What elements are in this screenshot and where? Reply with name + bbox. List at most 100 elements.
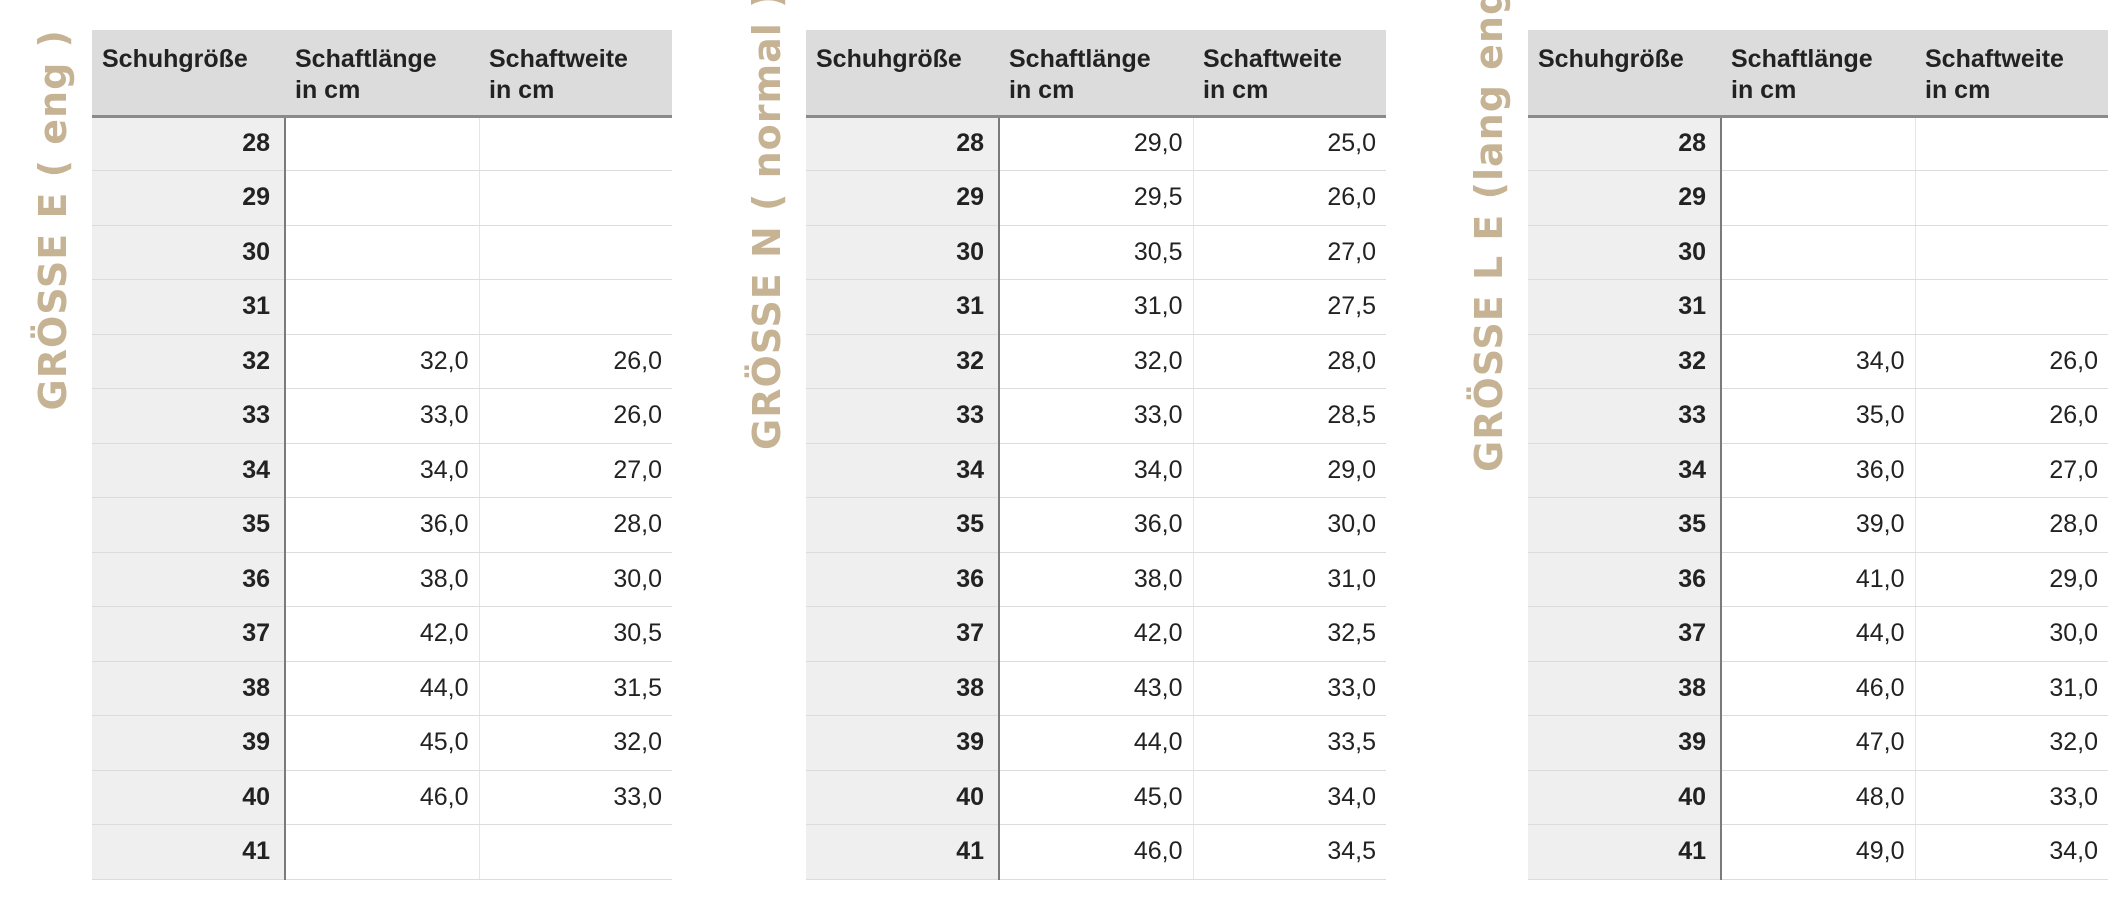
shaft-width-cell: 26,0 [479,388,672,444]
shaft-length-cell: 32,0 [285,334,480,389]
shaft-length-cell [1721,116,1916,171]
shaft-length-cell: 32,0 [999,334,1194,389]
table-row: 37 42,0 30,5 [92,606,672,662]
shaft-width-cell: 29,0 [1193,443,1386,498]
shoe-size-cell: 35 [92,497,286,553]
shaft-length-cell: 36,0 [1721,443,1916,498]
shoe-size-cell: 29 [92,170,286,226]
header-shaft-length: Schaftlänge in cm [1721,30,1915,118]
shaft-length-cell: 41,0 [1721,552,1916,607]
shoe-size-cell: 28 [806,116,1000,171]
shoe-size-cell: 36 [1528,552,1722,607]
shaft-length-cell: 45,0 [999,770,1194,825]
shaft-length-cell: 49,0 [1721,824,1916,880]
shaft-width-cell: 33,0 [1193,661,1386,716]
table-row: 33 33,0 26,0 [92,388,672,444]
shaft-width-cell: 27,0 [479,443,672,498]
shaft-width-cell: 31,0 [1915,661,2108,716]
table-row: 40 46,0 33,0 [92,770,672,825]
size-category-label-e: GRÖSSE E ( eng ) [31,29,75,411]
shaft-length-cell: 29,5 [999,170,1194,226]
header-row: Schuhgröße Schaftlänge in cm Schaftweite… [92,30,672,118]
shaft-length-cell: 46,0 [285,770,480,825]
table-row: 29 [92,170,672,226]
shaft-length-cell: 42,0 [999,606,1194,662]
shaft-width-cell: 27,0 [1193,225,1386,280]
shaft-length-cell [285,824,480,880]
shoe-size-cell: 30 [1528,225,1722,280]
shoe-size-cell: 37 [1528,606,1722,662]
shoe-size-cell: 38 [806,661,1000,716]
shaft-width-cell [1915,170,2108,226]
shoe-size-cell: 40 [1528,770,1722,825]
shaft-length-cell: 30,5 [999,225,1194,280]
shaft-width-cell [1915,279,2108,335]
table-row: 34 36,0 27,0 [1528,443,2108,498]
table-row: 35 36,0 28,0 [92,497,672,553]
shaft-length-cell: 39,0 [1721,497,1916,553]
shaft-length-cell [285,116,480,171]
size-table-le: Schuhgröße Schaftlänge in cm Schaftweite… [1528,30,2108,880]
shaft-width-cell: 31,0 [1193,552,1386,607]
shoe-size-cell: 35 [1528,497,1722,553]
header-shaft-length: Schaftlänge in cm [285,30,479,118]
table-row: 32 34,0 26,0 [1528,334,2108,389]
table-row: 36 41,0 29,0 [1528,552,2108,607]
table-row: 32 32,0 28,0 [806,334,1386,389]
shaft-width-cell: 30,0 [479,552,672,607]
table-row: 38 43,0 33,0 [806,661,1386,716]
shoe-size-cell: 34 [1528,443,1722,498]
shaft-width-cell: 33,0 [1915,770,2108,825]
table-row: 34 34,0 27,0 [92,443,672,498]
header-row: Schuhgröße Schaftlänge in cm Schaftweite… [1528,30,2108,118]
shoe-size-cell: 35 [806,497,1000,553]
table-row: 28 29,0 25,0 [806,116,1386,171]
shoe-size-cell: 31 [92,279,286,335]
shaft-width-cell [479,170,672,226]
table-row: 39 47,0 32,0 [1528,715,2108,771]
shaft-width-cell: 32,0 [1915,715,2108,771]
shoe-size-cell: 31 [806,279,1000,335]
shaft-width-cell: 30,0 [1193,497,1386,553]
table-row: 29 29,5 26,0 [806,170,1386,226]
shaft-width-cell [479,824,672,880]
shaft-length-cell: 33,0 [999,388,1194,444]
shaft-length-cell: 46,0 [999,824,1194,880]
shaft-length-cell: 33,0 [285,388,480,444]
shaft-width-cell: 34,0 [1193,770,1386,825]
header-shoe-size: Schuhgröße [1528,30,1721,118]
table-row: 41 [92,824,672,880]
table-row: 29 [1528,170,2108,226]
table-row: 39 45,0 32,0 [92,715,672,771]
shoe-size-cell: 30 [806,225,1000,280]
shoe-size-cell: 38 [92,661,286,716]
shaft-length-cell: 35,0 [1721,388,1916,444]
table-row: 40 48,0 33,0 [1528,770,2108,825]
table-row: 35 36,0 30,0 [806,497,1386,553]
shaft-width-cell: 29,0 [1915,552,2108,607]
shaft-length-cell: 36,0 [999,497,1194,553]
shaft-length-cell: 48,0 [1721,770,1916,825]
side-label: GRÖSSE N ( normal ) [732,0,802,914]
header-row: Schuhgröße Schaftlänge in cm Schaftweite… [806,30,1386,118]
shaft-width-cell: 33,0 [479,770,672,825]
table-row: 32 32,0 26,0 [92,334,672,389]
shaft-length-cell: 34,0 [285,443,480,498]
shoe-size-cell: 30 [92,225,286,280]
shaft-length-cell: 43,0 [999,661,1194,716]
shaft-length-cell: 36,0 [285,497,480,553]
shoe-size-cell: 33 [806,388,1000,444]
shaft-width-cell: 32,5 [1193,606,1386,662]
shoe-size-cell: 28 [92,116,286,171]
shaft-width-cell: 34,0 [1915,824,2108,880]
shoe-size-cell: 34 [92,443,286,498]
size-panel-e: GRÖSSE E ( eng ) Schuhgröße Schaftlänge … [0,0,700,914]
shaft-length-cell: 34,0 [999,443,1194,498]
table-row: 38 46,0 31,0 [1528,661,2108,716]
size-category-label-le: GRÖSSE L E (lang eng) [1467,0,1511,472]
table-row: 28 [1528,116,2108,171]
size-category-label-n: GRÖSSE N ( normal ) [745,0,789,450]
shoe-size-cell: 34 [806,443,1000,498]
table-row: 40 45,0 34,0 [806,770,1386,825]
shaft-length-cell: 34,0 [1721,334,1916,389]
